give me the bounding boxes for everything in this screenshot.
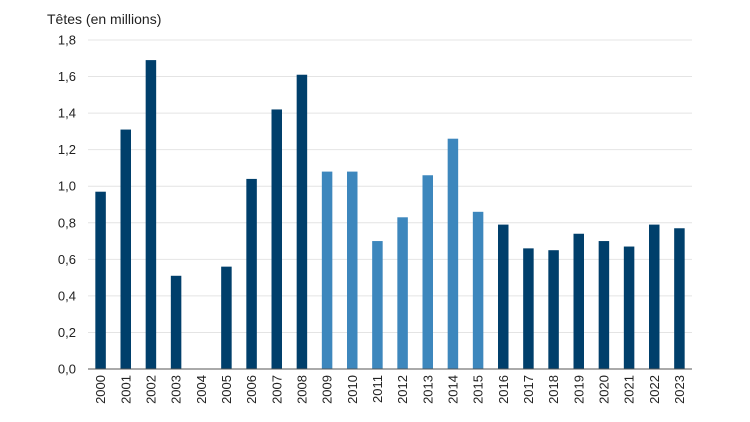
- bar-2015: [472, 211, 484, 369]
- bar-2001: [120, 129, 131, 369]
- x-tick-label: 2016: [496, 375, 511, 404]
- x-tick-label: 2022: [647, 375, 662, 404]
- bar-2018: [548, 250, 559, 369]
- x-tick-label: 2007: [269, 375, 284, 404]
- bar-2014: [447, 138, 459, 369]
- x-tick-label: 2010: [345, 375, 360, 404]
- x-tick-label: 2008: [294, 375, 309, 404]
- bar-2005: [221, 266, 232, 369]
- x-tick-label: 2013: [420, 375, 435, 404]
- bar-2023: [674, 228, 685, 369]
- x-tick-label: 2020: [596, 375, 611, 404]
- bar-2020: [598, 241, 610, 369]
- x-tick-labels: 2000 2001 2002 2003 2004 2005 2006 2007 2008 2009…: [93, 375, 687, 404]
- bar-2006: [246, 178, 257, 369]
- y-tick-label: 1,0: [58, 179, 76, 194]
- x-tick-label: 2002: [143, 375, 158, 404]
- bar-2009: [321, 171, 333, 369]
- x-tick-label: 2000: [93, 375, 108, 404]
- bar-2011: [372, 241, 383, 369]
- x-tick-label: 2014: [445, 375, 460, 404]
- y-tick-label: 1,2: [58, 142, 76, 157]
- gridlines: [88, 39, 692, 333]
- bar-2021: [623, 246, 635, 369]
- y-tick-label: 0,0: [58, 362, 76, 377]
- y-tick-label: 0,6: [58, 252, 76, 267]
- x-tick-label: 2009: [320, 375, 335, 404]
- x-tick-label: 2015: [471, 375, 486, 404]
- bar-2016: [498, 224, 509, 369]
- x-tick-label: 2001: [118, 375, 133, 404]
- y-tick-label: 0,4: [58, 288, 76, 303]
- y-tick-label: 1,6: [58, 69, 76, 84]
- bar-2007: [271, 109, 282, 369]
- bar-2019: [573, 233, 584, 369]
- y-tick-label: 1,4: [58, 106, 76, 121]
- x-tick-label: 2019: [571, 375, 586, 404]
- x-tick-label: 2004: [194, 375, 209, 404]
- bars: [95, 60, 685, 369]
- bar-2013: [422, 175, 433, 369]
- y-axis-title: Têtes (en millions): [47, 11, 161, 27]
- bar-2010: [347, 171, 358, 369]
- x-tick-label: 2006: [244, 375, 259, 404]
- y-tick-labels: 0,0 0,2 0,4 0,6 0,8 1,0 1,2 1,4 1,6 1,8: [58, 33, 76, 377]
- x-tick-label: 2003: [169, 375, 184, 404]
- bar-2022: [649, 224, 660, 369]
- bar-2008: [296, 74, 308, 369]
- bar-2002: [145, 60, 157, 369]
- x-tick-label: 2005: [219, 375, 234, 404]
- bar-2012: [397, 217, 408, 369]
- y-tick-label: 1,8: [58, 33, 76, 48]
- x-tick-label: 2017: [521, 375, 536, 404]
- y-tick-label: 0,8: [58, 215, 76, 230]
- bar-2003: [170, 275, 182, 369]
- x-tick-label: 2011: [370, 375, 385, 403]
- bar-2000: [95, 191, 106, 369]
- x-tick-label: 2018: [546, 375, 561, 404]
- y-tick-label: 0,2: [58, 325, 76, 340]
- x-tick-label: 2012: [395, 375, 410, 404]
- x-tick-label: 2023: [672, 375, 687, 404]
- bar-2017: [523, 248, 534, 369]
- x-tick-label: 2021: [622, 375, 637, 404]
